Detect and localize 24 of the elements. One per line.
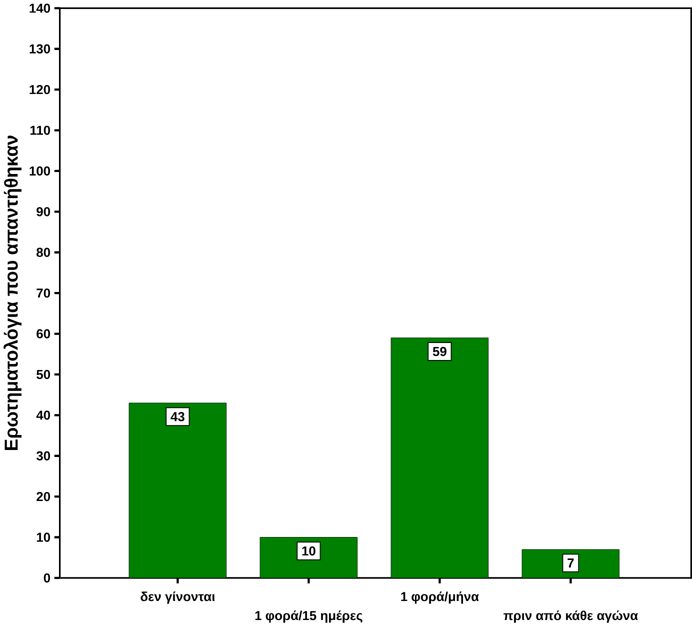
y-tick-label: 110 <box>30 126 50 135</box>
y-tick-label: 10 <box>36 532 50 542</box>
y-tick-label: 20 <box>36 492 50 501</box>
y-axis-title: Ερωτηματολόγια που απαντήθηκαν <box>4 136 22 450</box>
x-tick-label: δεν γίνονται <box>140 591 215 604</box>
data-label: 59 <box>432 346 446 356</box>
data-label: 7 <box>568 558 574 568</box>
y-tick-label: 120 <box>30 84 50 94</box>
y-tick-label: 100 <box>30 166 50 176</box>
y-tick-label: 70 <box>36 288 50 298</box>
y-tick-label: 40 <box>36 410 50 420</box>
data-label: 43 <box>170 412 184 422</box>
y-tick-label: 60 <box>36 329 50 338</box>
y-tick-label: 140 <box>30 3 50 13</box>
y-tick-label: 80 <box>36 248 50 257</box>
x-tick-label: πριν από κάθε αγώνα <box>504 610 638 623</box>
y-tick-label: 130 <box>30 44 50 54</box>
y-tick-label: 30 <box>36 451 50 460</box>
x-tick-label: 1 φορά/15 ημέρες <box>255 610 362 623</box>
x-tick-label: 1 φορά/μήνα <box>401 591 479 604</box>
y-tick-label: 90 <box>36 206 50 216</box>
data-label: 10 <box>302 546 316 556</box>
y-tick-label: 0 <box>44 573 50 582</box>
y-tick-label: 50 <box>36 370 50 379</box>
